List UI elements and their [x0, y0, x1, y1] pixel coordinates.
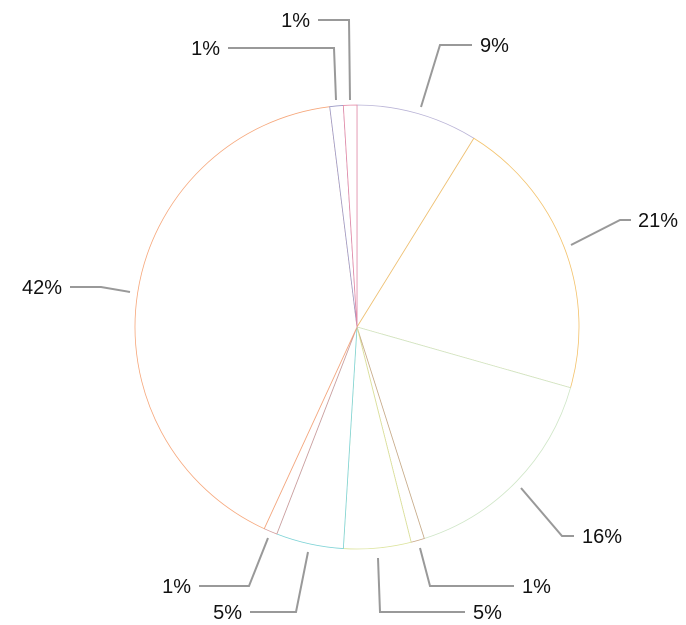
pie-slice-1: [356, 137, 580, 389]
data-labels: 9% 21% 16% 1% 5% 5% 1% 42% 1% 1%: [22, 10, 678, 624]
data-label-5-bottom-left: 5%: [213, 602, 242, 624]
data-label-5-bottom-right: 5%: [473, 602, 502, 624]
pie-slice-9: [342, 104, 358, 328]
leader-line-42: [70, 286, 131, 293]
leader-line-1-top: [318, 19, 351, 101]
leader-line-5-bottom-right: [377, 557, 465, 613]
leader-line-1-bottom-right: [419, 547, 514, 587]
leader-line-21: [570, 219, 631, 246]
leader-line-1-top-left: [228, 47, 337, 101]
pie-slice-2: [356, 326, 571, 539]
leader-line-1-bottom-left: [199, 537, 269, 587]
pie-slices: [134, 104, 580, 550]
pie-slice-7: [134, 106, 358, 530]
leader-line-9: [420, 44, 472, 108]
data-label-9: 9%: [480, 35, 509, 57]
data-label-1-bottom-left: 1%: [162, 576, 191, 598]
pie-slice-0: [356, 104, 475, 328]
data-label-16: 16%: [582, 526, 622, 548]
data-label-1-top-left: 1%: [191, 38, 220, 60]
data-label-1-bottom-right: 1%: [522, 576, 551, 598]
leader-line-16: [520, 487, 574, 537]
data-label-1-top: 1%: [281, 10, 310, 32]
leader-lines: [70, 19, 631, 613]
data-label-42: 42%: [22, 277, 62, 299]
data-label-21: 21%: [638, 210, 678, 232]
leader-line-5-bottom-left: [250, 551, 309, 613]
